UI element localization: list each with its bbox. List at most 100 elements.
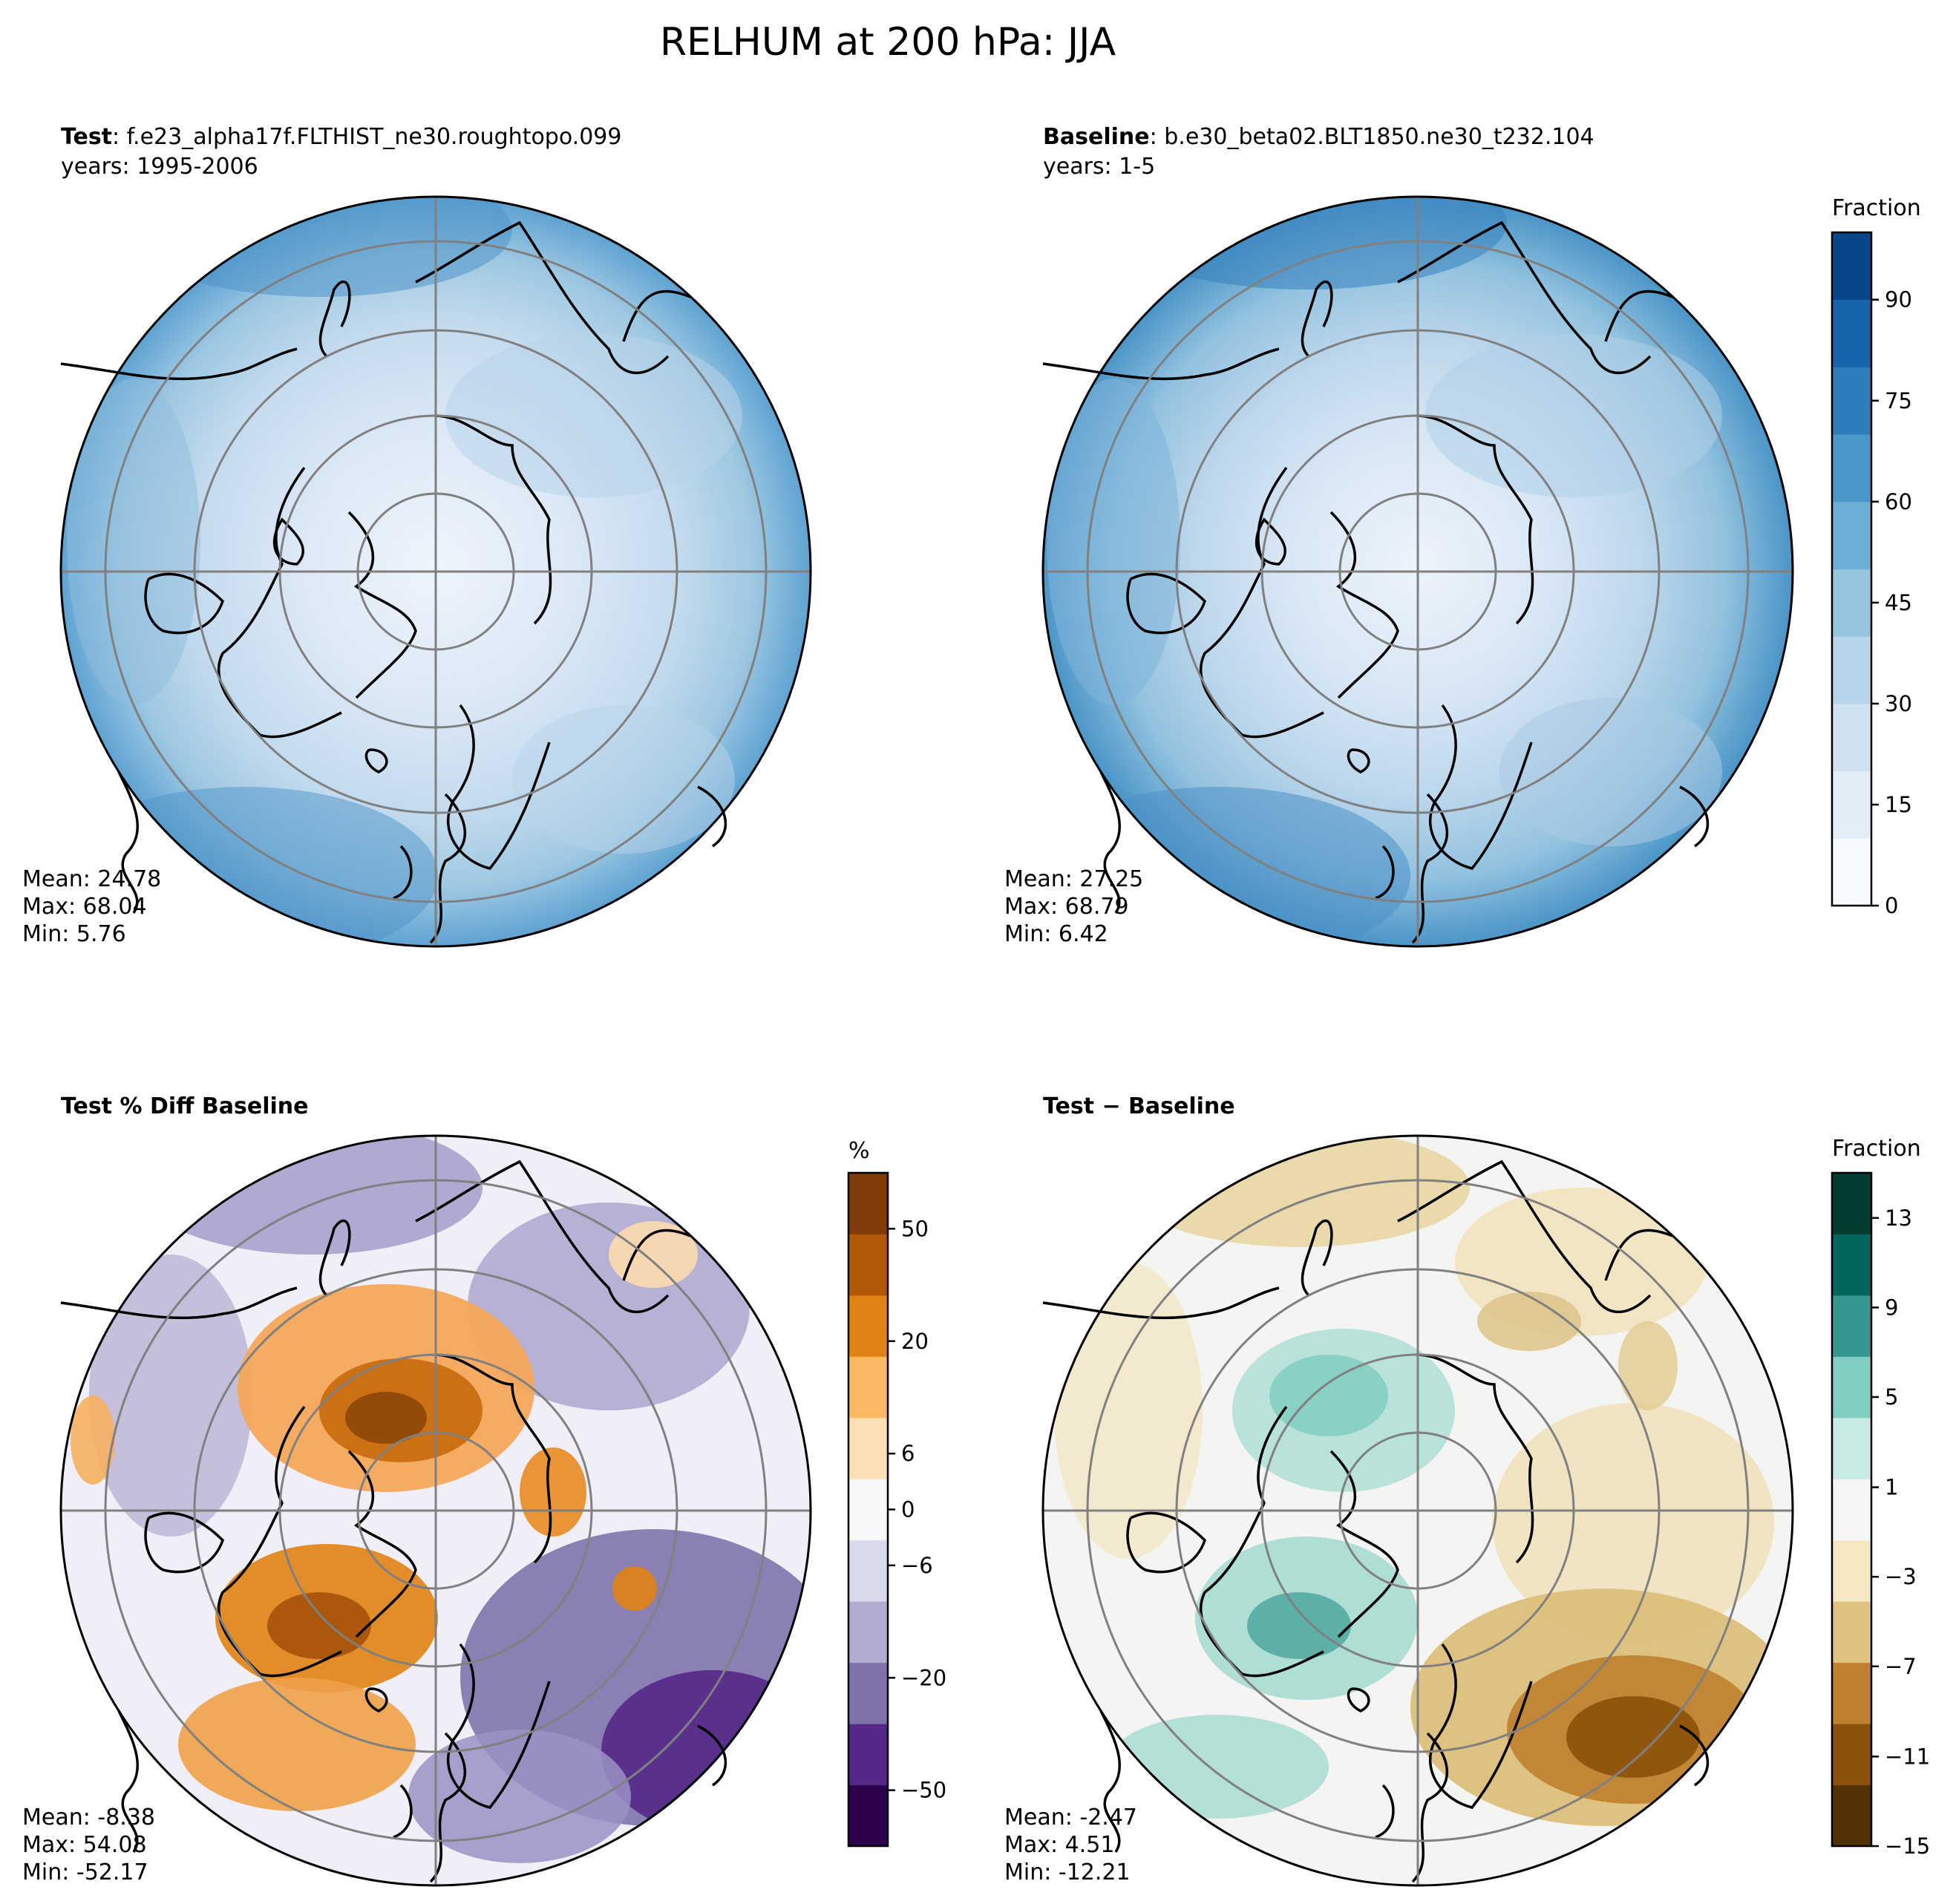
purple_orange-colorbar-block: [848, 1662, 888, 1724]
panel-test-coastlines: [60, 220, 727, 944]
panel-baseline-title-rest: : b.e30_beta02.BLT1850.ne30_t232.104: [1150, 124, 1594, 150]
blues-colorbar-block: [1832, 636, 1871, 704]
panel-test-years: years: 1995-2006: [61, 154, 258, 180]
panel-baseline: Baseline: b.e30_beta02.BLT1850.ne30_t232…: [1004, 124, 1794, 948]
brbg-colorbar-tick-label: −3: [1885, 1564, 1917, 1589]
purple_orange-colorbar-tick-label: 0: [901, 1497, 915, 1522]
panel-test-frame: [59, 195, 812, 948]
purple_orange-colorbar-block: [848, 1784, 888, 1847]
purple_orange-colorbar-block: [848, 1724, 888, 1786]
panel-test-title-bold: Test: [61, 124, 112, 150]
blues-colorbar-block: [1832, 501, 1871, 569]
panel-diff-title: Test − Baseline: [1043, 1093, 1235, 1119]
panel-diff: Test − Baseline: [1004, 1093, 1794, 1887]
colorbar-brbg-label: Fraction: [1832, 1136, 1921, 1162]
blues-colorbar-tick-label: 90: [1885, 287, 1912, 313]
panel-pctdiff-coastlines: [60, 1159, 727, 1883]
brbg-colorbar-block: [1832, 1479, 1871, 1541]
panel-diff-min: Min: -12.21: [1004, 1859, 1131, 1885]
panel-baseline-gridlines: [1043, 197, 1793, 946]
panel-baseline-title-bold: Baseline: [1043, 124, 1150, 150]
panel-test-title-rest: : f.e23_alpha17f.FLTHIST_ne30.roughtopo.…: [112, 124, 621, 150]
blues-colorbar-tick-label: 15: [1885, 792, 1912, 817]
panel-pctdiff-mean: Mean: -8.38: [22, 1805, 155, 1831]
purple_orange-colorbar-tick-label: 20: [901, 1329, 929, 1354]
purple_orange-colorbar-block: [848, 1479, 888, 1541]
brbg-colorbar-block: [1832, 1724, 1871, 1786]
colorbar-brbg: Fraction −15 −11 −7 −3 1 5 9 13: [1831, 1136, 1930, 1859]
purple_orange-colorbar-block: [848, 1601, 888, 1663]
purple_orange-colorbar-tick-label: 50: [901, 1216, 929, 1241]
brbg-colorbar-tick-label: 13: [1885, 1205, 1912, 1231]
panel-pctdiff-min: Min: -52.17: [22, 1859, 148, 1885]
brbg-colorbar-tick-label: 9: [1885, 1295, 1898, 1320]
blues-colorbar-block: [1832, 434, 1871, 503]
panel-baseline-title: Baseline: b.e30_beta02.BLT1850.ne30_t232…: [1043, 124, 1594, 150]
panel-test-max: Max: 68.04: [22, 894, 147, 920]
brbg-colorbar-block: [1832, 1234, 1871, 1296]
panel-test-gridlines: [61, 197, 811, 946]
purple_orange-colorbar-block: [848, 1356, 888, 1419]
blues-colorbar-tick-label: 45: [1885, 590, 1912, 615]
blues-colorbar-tick-label: 0: [1885, 893, 1898, 918]
brbg-colorbar-block: [1832, 1173, 1871, 1234]
panel-baseline-frame: [1041, 195, 1794, 948]
blues-colorbar-block: [1832, 299, 1871, 367]
panel-test-map: [61, 197, 811, 946]
brbg-colorbar-tick-label: 5: [1885, 1384, 1898, 1410]
brbg-colorbar-block: [1832, 1417, 1871, 1479]
purple_orange-colorbar-block: [848, 1417, 888, 1479]
blues-colorbar-tick-label: 60: [1885, 489, 1912, 514]
panel-baseline-coastlines: [1042, 220, 1710, 944]
purple_orange-colorbar-tick-label: −6: [901, 1553, 933, 1578]
purple_orange-colorbar-tick-label: −50: [901, 1778, 946, 1803]
figure-title: RELHUM at 200 hPa: JJA: [660, 20, 1116, 65]
panel-pctdiff-max: Max: 54.08: [22, 1832, 147, 1858]
brbg-colorbar-block: [1832, 1295, 1871, 1357]
panel-diff-coastlines: [1042, 1159, 1710, 1883]
brbg-colorbar-tick-label: −7: [1885, 1654, 1917, 1679]
panel-diff-mean: Mean: -2.47: [1004, 1805, 1137, 1831]
purple_orange-colorbar-tick-label: 6: [901, 1441, 915, 1466]
panel-baseline-max: Max: 68.79: [1004, 894, 1129, 920]
brbg-colorbar-block: [1832, 1356, 1871, 1419]
brbg-colorbar-block: [1832, 1784, 1871, 1847]
purple_orange-colorbar-block: [848, 1234, 888, 1296]
purple_orange-colorbar-block: [848, 1540, 888, 1602]
blues-colorbar-block: [1832, 367, 1871, 435]
panel-test-mean: Mean: 24.78: [22, 866, 161, 892]
colorbar-blues: Fraction 0 15 30 45 60 75 90: [1831, 195, 1921, 918]
purple_orange-colorbar-block: [848, 1295, 888, 1357]
panel-baseline-years: years: 1-5: [1043, 154, 1155, 180]
colorbar-blues-label: Fraction: [1832, 195, 1921, 221]
blues-colorbar-block: [1832, 569, 1871, 637]
brbg-colorbar-block: [1832, 1601, 1871, 1663]
colorbar-purple-orange: % −50 −20 −6 0 6 20 50: [847, 1138, 946, 1848]
panel-test: Test: f.e23_alpha17f.FLTHIST_ne30.rought…: [22, 124, 812, 948]
blues-colorbar-tick-label: 75: [1885, 388, 1912, 413]
panel-diff-gridlines: [1043, 1136, 1793, 1885]
brbg-colorbar-tick-label: −15: [1885, 1833, 1930, 1859]
panel-diff-frame: [1041, 1134, 1794, 1887]
purple_orange-colorbar-tick-label: −20: [901, 1665, 946, 1690]
blues-colorbar-block: [1832, 703, 1871, 772]
brbg-colorbar-block: [1832, 1540, 1871, 1602]
panel-test-min: Min: 5.76: [22, 921, 126, 947]
panel-baseline-min: Min: 6.42: [1004, 921, 1108, 947]
panel-baseline-mean: Mean: 27.25: [1004, 866, 1143, 892]
purple_orange-colorbar-block: [848, 1173, 888, 1234]
blues-colorbar-tick-label: 30: [1885, 691, 1912, 716]
panel-pctdiff-gridlines: [61, 1136, 811, 1885]
panel-diff-max: Max: 4.51: [1004, 1832, 1114, 1858]
panel-test-title: Test: f.e23_alpha17f.FLTHIST_ne30.rought…: [61, 124, 621, 150]
panel-pctdiff-frame: [59, 1134, 812, 1887]
brbg-colorbar-block: [1832, 1662, 1871, 1724]
blues-colorbar-block: [1832, 771, 1871, 839]
panel-pctdiff-title: Test % Diff Baseline: [61, 1093, 309, 1119]
panel-pctdiff-map: [61, 1136, 811, 1885]
colorbar-po-label: %: [848, 1138, 870, 1164]
blues-colorbar-block: [1832, 232, 1871, 301]
brbg-colorbar-tick-label: −11: [1885, 1744, 1930, 1769]
panel-pctdiff: Test % Diff Baseline: [22, 1093, 812, 1887]
